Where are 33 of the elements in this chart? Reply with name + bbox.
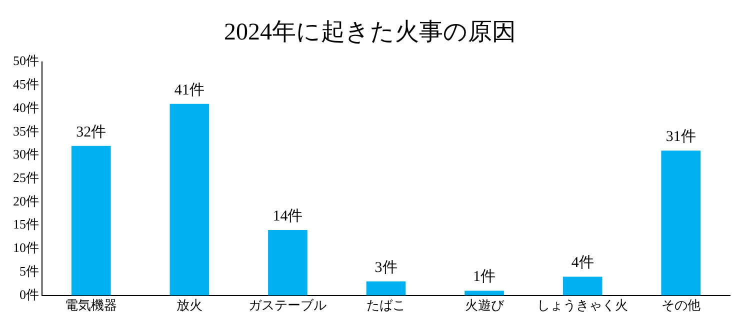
y-tick-label: 30件 — [13, 146, 39, 162]
chart-title: 2024年に起きた火事の原因 — [224, 20, 516, 46]
data-label: 4件 — [571, 255, 594, 272]
bar — [268, 230, 308, 296]
y-tick-label: 40件 — [13, 100, 39, 115]
y-tick-label: 35件 — [13, 123, 39, 138]
y-tick-label: 45件 — [13, 76, 39, 92]
data-label: 3件 — [374, 260, 398, 276]
data-label: 41件 — [174, 82, 204, 98]
y-tick-label: 5件 — [20, 263, 39, 278]
x-tick-label: その他 — [661, 298, 700, 313]
data-label: 31件 — [666, 129, 696, 146]
y-tick-label: 20件 — [13, 193, 39, 208]
x-tick-label: ガステーブル — [248, 298, 327, 313]
y-tick-label: 10件 — [13, 240, 39, 256]
data-label: 1件 — [473, 269, 496, 286]
bar — [464, 290, 504, 296]
y-tick-label: 0件 — [20, 286, 39, 302]
bar — [170, 104, 210, 296]
x-tick-label: たばこ — [366, 298, 406, 313]
data-label: 14件 — [272, 208, 303, 224]
x-tick-label: 電気機器 — [65, 298, 118, 313]
bar — [71, 146, 111, 296]
y-tick-label: 15件 — [13, 216, 39, 232]
bar — [366, 281, 406, 296]
data-label: 32件 — [76, 124, 106, 140]
bar — [562, 276, 602, 296]
bar — [661, 150, 701, 296]
x-tick-label: 放火 — [176, 298, 202, 313]
x-tick-label: 火遊び — [464, 298, 505, 313]
y-tick-label: 50件 — [13, 53, 39, 68]
y-tick-label: 25件 — [13, 170, 39, 186]
x-tick-label: しょうきゃく火 — [537, 298, 628, 313]
